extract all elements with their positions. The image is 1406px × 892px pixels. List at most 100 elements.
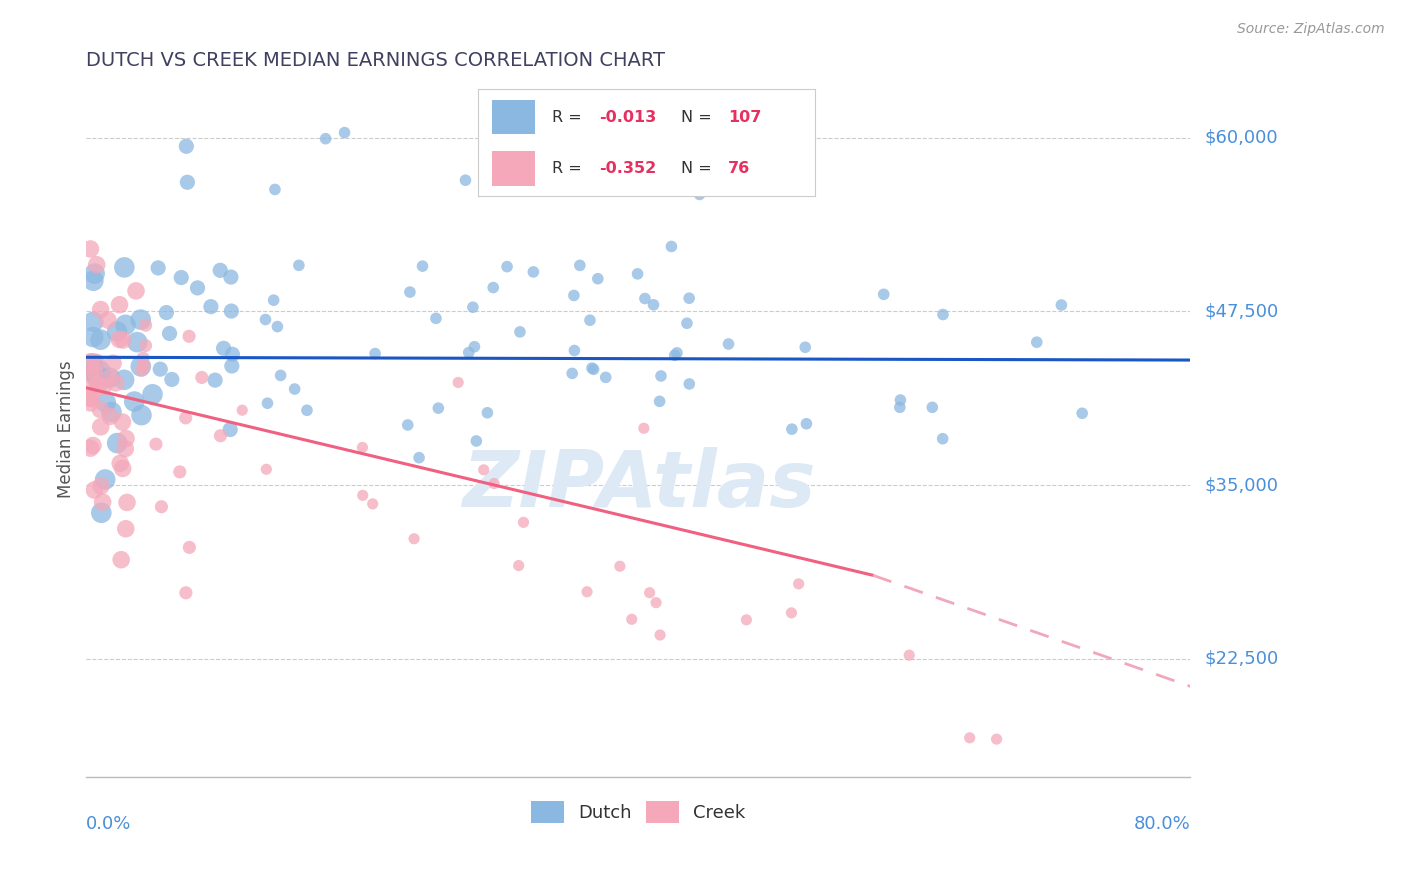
Point	[221, 304, 243, 318]
Point	[86, 355, 108, 369]
Point	[263, 293, 285, 308]
Point	[661, 239, 683, 253]
Point	[921, 401, 943, 415]
Point	[141, 387, 163, 401]
Point	[609, 559, 631, 574]
Point	[664, 348, 686, 362]
Point	[200, 300, 222, 314]
Point	[787, 577, 810, 591]
Point	[221, 359, 243, 373]
Point	[149, 362, 172, 376]
Point	[482, 280, 505, 294]
Point	[620, 612, 643, 626]
Point	[155, 305, 177, 319]
Point	[780, 422, 803, 436]
Point	[177, 329, 200, 343]
Point	[315, 131, 337, 145]
Point	[648, 394, 671, 409]
Point	[90, 333, 112, 347]
Point	[576, 584, 599, 599]
Text: $35,000: $35,000	[1205, 476, 1278, 494]
Text: 0.0%: 0.0%	[86, 814, 132, 833]
Point	[931, 432, 953, 446]
Point	[986, 732, 1008, 747]
Point	[873, 287, 896, 301]
Point	[79, 396, 101, 410]
Point	[91, 495, 114, 509]
Point	[447, 376, 470, 390]
Point	[204, 373, 226, 387]
Point	[146, 260, 169, 275]
Point	[94, 395, 117, 409]
Point	[219, 423, 242, 437]
Point	[160, 372, 183, 386]
Point	[94, 473, 117, 487]
Point	[82, 330, 104, 344]
Point	[477, 406, 499, 420]
Text: $22,500: $22,500	[1205, 649, 1278, 667]
Point	[112, 373, 135, 387]
Point	[932, 308, 955, 322]
Point	[135, 318, 157, 333]
Point	[79, 355, 101, 369]
Point	[114, 318, 136, 332]
Point	[676, 316, 699, 330]
Point	[79, 441, 101, 455]
Point	[79, 392, 101, 406]
Point	[186, 281, 208, 295]
Point	[105, 325, 128, 339]
Point	[595, 370, 617, 384]
Text: ZIPAtlas: ZIPAtlas	[461, 447, 815, 523]
Point	[179, 541, 201, 555]
Point	[586, 271, 609, 285]
Text: $60,000: $60,000	[1205, 128, 1278, 147]
Point	[457, 345, 479, 359]
Point	[111, 415, 134, 429]
Point	[86, 258, 108, 272]
Point	[150, 500, 173, 514]
Text: 80.0%: 80.0%	[1133, 814, 1191, 833]
Point	[264, 182, 287, 196]
Point	[101, 356, 124, 370]
Text: DUTCH VS CREEK MEDIAN EARNINGS CORRELATION CHART: DUTCH VS CREEK MEDIAN EARNINGS CORRELATI…	[86, 51, 665, 70]
Point	[266, 319, 288, 334]
Point	[97, 313, 120, 327]
Point	[364, 346, 387, 360]
Bar	[492, 152, 536, 186]
Text: R =: R =	[553, 161, 588, 176]
Point	[412, 259, 434, 273]
Text: 76: 76	[728, 161, 749, 176]
Point	[112, 260, 135, 275]
Point	[496, 260, 519, 274]
Point	[425, 311, 447, 326]
Point	[82, 315, 104, 329]
Text: N =: N =	[681, 161, 717, 176]
Point	[634, 292, 657, 306]
Point	[581, 361, 603, 376]
Point	[717, 337, 740, 351]
Point	[582, 362, 605, 376]
Text: 107: 107	[728, 110, 761, 125]
Point	[510, 150, 533, 164]
Bar	[492, 100, 536, 134]
Point	[780, 606, 803, 620]
Y-axis label: Median Earnings: Median Earnings	[58, 360, 75, 499]
Point	[104, 376, 127, 390]
Point	[169, 465, 191, 479]
Point	[91, 380, 114, 394]
Point	[959, 731, 981, 745]
Point	[135, 338, 157, 352]
Point	[427, 401, 450, 416]
Point	[108, 332, 131, 346]
Point	[1050, 298, 1073, 312]
Point	[231, 403, 253, 417]
Point	[643, 298, 665, 312]
Point	[796, 417, 818, 431]
Point	[256, 396, 278, 410]
Point	[111, 461, 134, 475]
Point	[678, 376, 700, 391]
Point	[454, 173, 477, 187]
Point	[212, 341, 235, 355]
Point	[561, 367, 583, 381]
Point	[79, 242, 101, 256]
